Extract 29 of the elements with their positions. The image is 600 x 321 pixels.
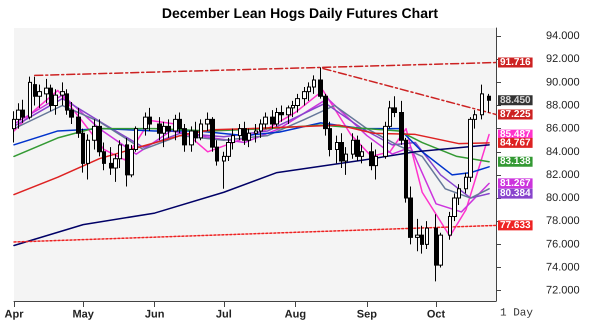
- data-label: 81.267: [500, 178, 532, 189]
- x-tick-label: Aug: [284, 308, 306, 320]
- y-tick-label: 78.000: [546, 215, 580, 228]
- y-tick-label: 80.000: [546, 192, 580, 204]
- x-tick-label: Apr: [4, 308, 24, 320]
- y-tick-label: 74.000: [546, 261, 580, 274]
- y-tick-label: 86.000: [546, 122, 580, 135]
- y-tick-label: 88.000: [546, 100, 580, 112]
- x-tick-label: May: [72, 308, 95, 320]
- x-tick-label: Oct: [426, 308, 446, 320]
- text: 1 Day: [500, 308, 534, 320]
- y-tick-label: 94.000: [546, 30, 580, 42]
- y-tick-label: 76.000: [546, 238, 580, 250]
- y-tick-label: 90.000: [546, 76, 580, 88]
- data-label: 91.716: [500, 57, 532, 68]
- data-label: 77.633: [500, 220, 532, 231]
- data-label: 83.138: [500, 156, 532, 168]
- x-tick-label: Jul: [216, 308, 232, 320]
- x-tick-label: Jun: [144, 308, 165, 320]
- data-label: 87.225: [500, 108, 532, 120]
- annotation: 88.450: [500, 94, 532, 106]
- chart-title: December Lean Hogs Daily Futures Chart: [162, 5, 438, 21]
- data-label: 80.384: [500, 188, 532, 200]
- x-tick-label: Sep: [356, 308, 378, 320]
- y-tick-label: 82.000: [546, 168, 580, 181]
- y-tick-label: 84.000: [546, 146, 580, 158]
- y-tick-label: 72.000: [546, 284, 580, 297]
- data-label: 84.767: [500, 137, 532, 148]
- y-tick-label: 92.000: [546, 53, 580, 66]
